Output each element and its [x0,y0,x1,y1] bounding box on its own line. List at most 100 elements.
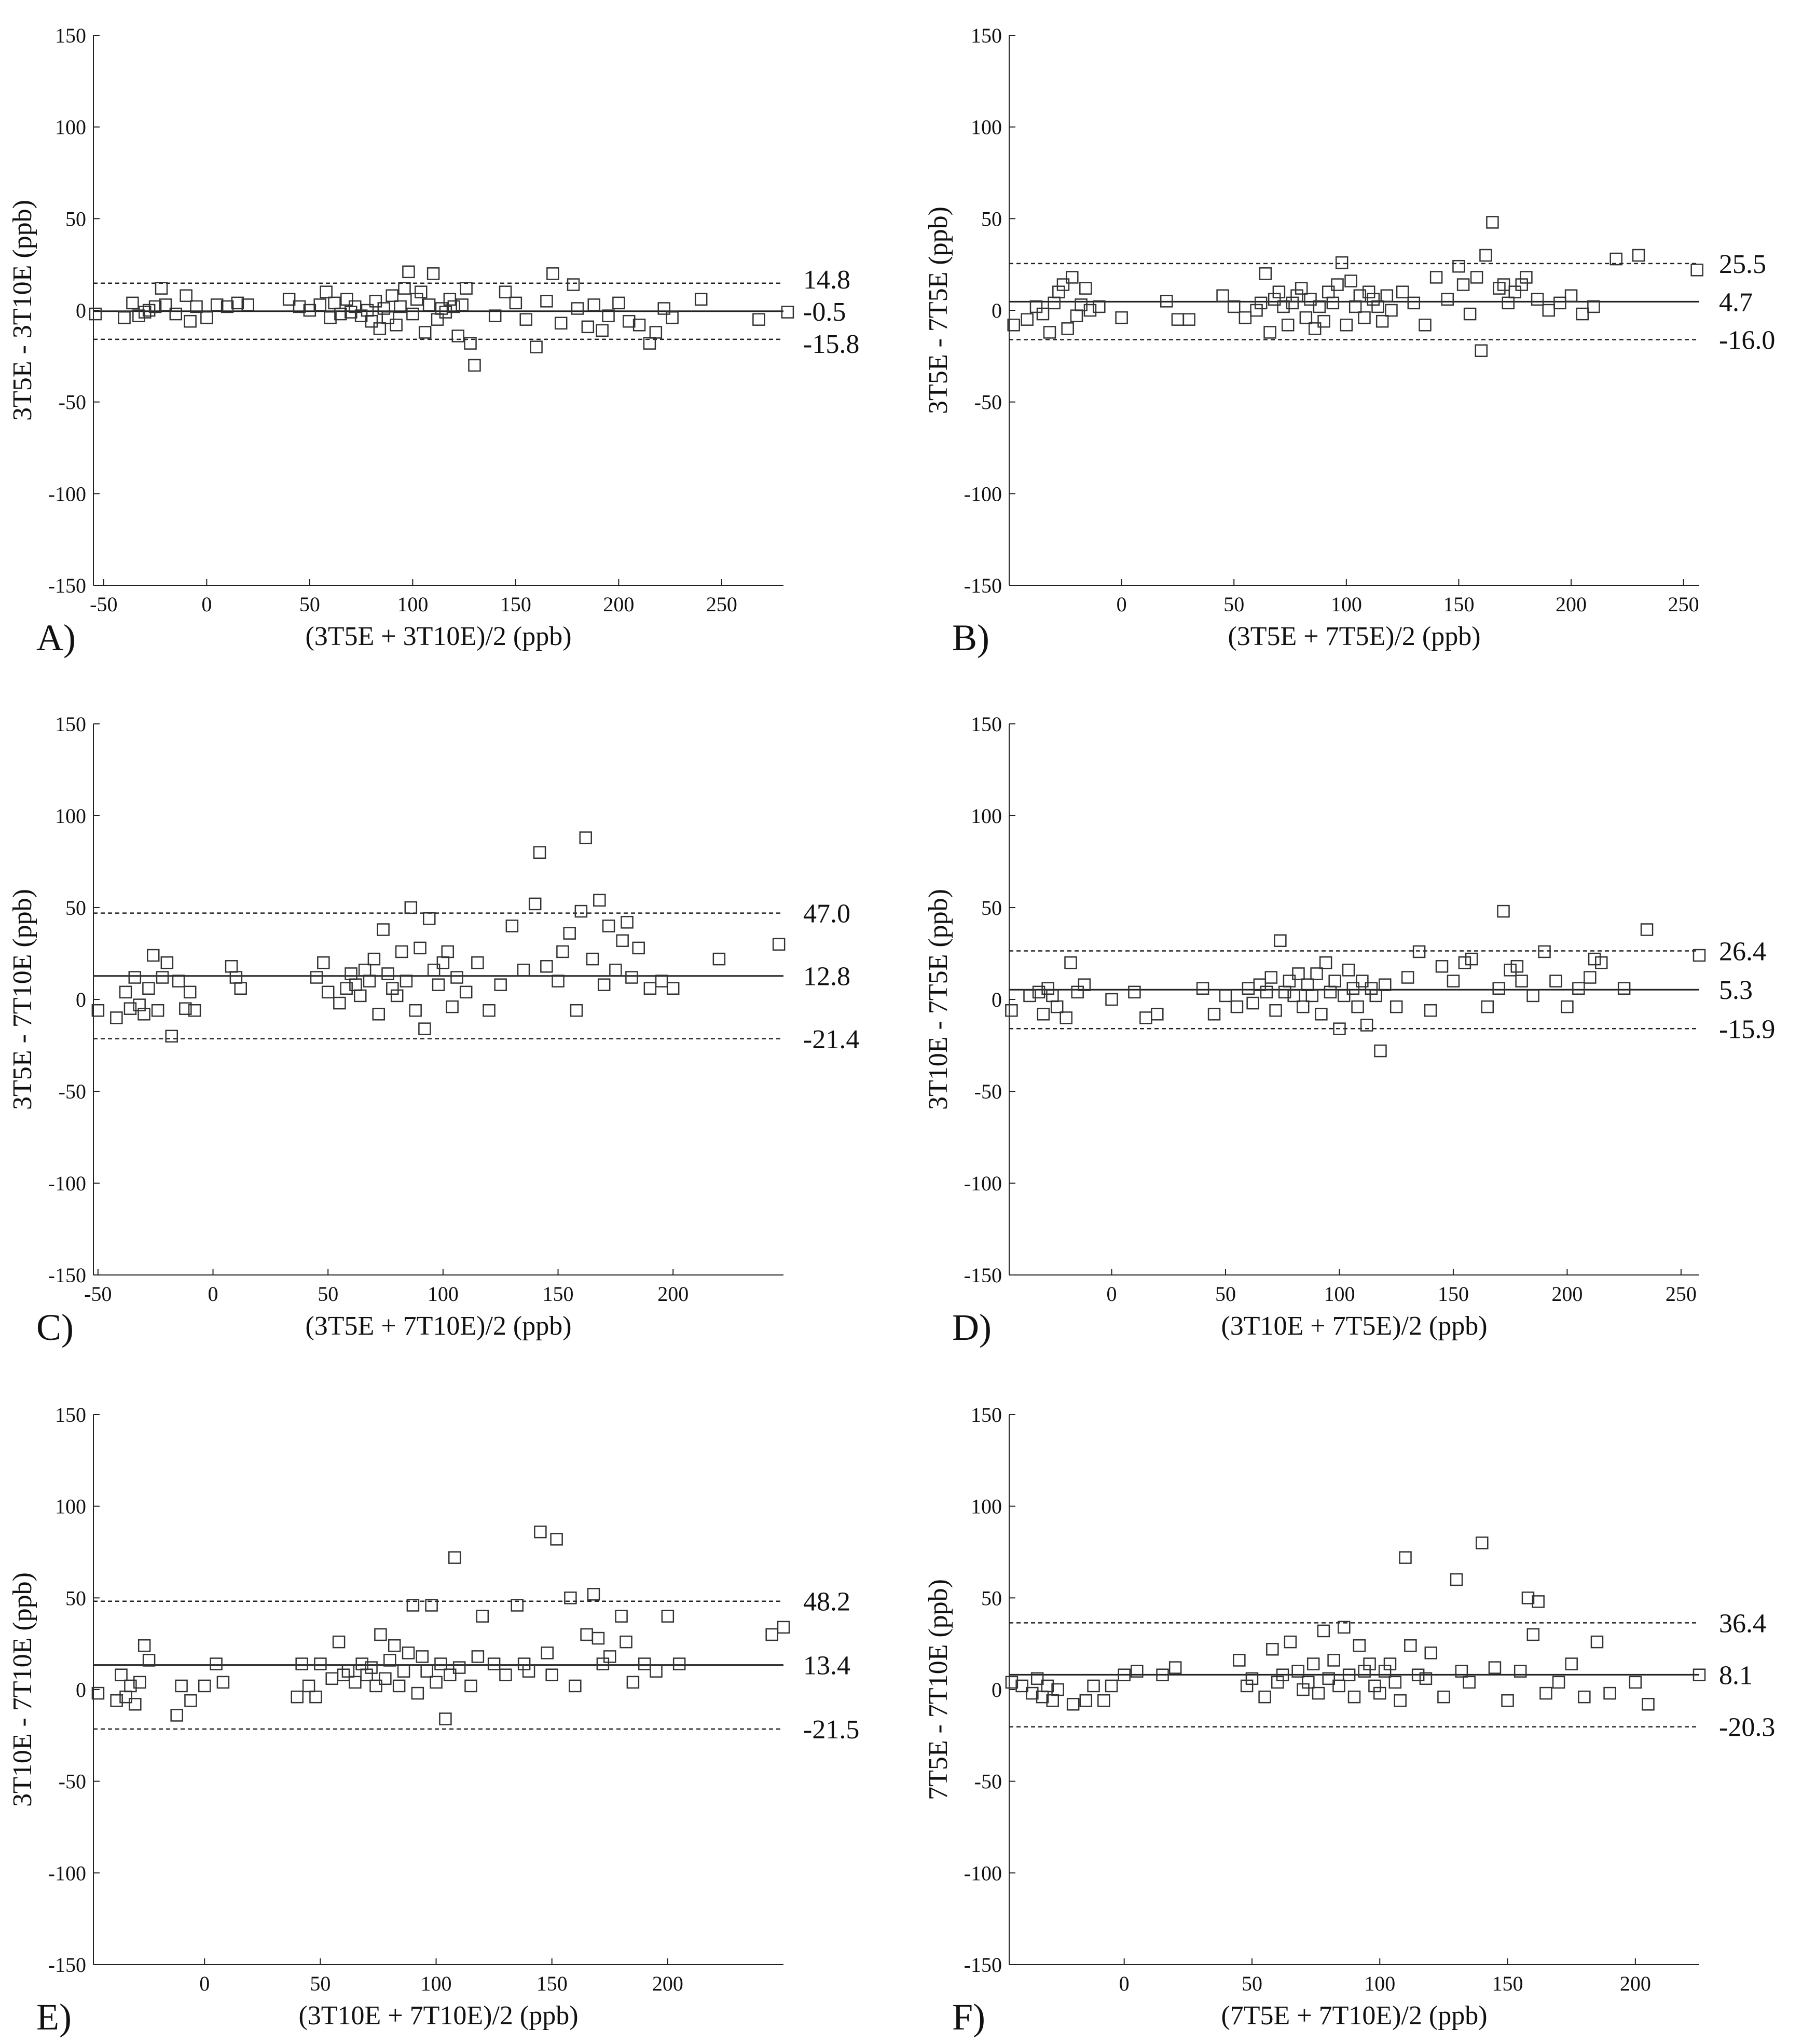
data-point [381,311,394,324]
data-point [210,1657,223,1670]
data-point [1437,1690,1450,1704]
data-point [1037,1008,1050,1021]
data-point [123,1002,137,1015]
data-point [1362,285,1375,298]
data-point [1315,1008,1328,1021]
data-point [1501,1694,1514,1707]
data-point [1227,300,1241,313]
data-point [1463,1676,1476,1689]
data-point [231,296,244,310]
data-point [1335,256,1349,269]
data-point [374,1628,387,1641]
data-point [1299,311,1313,324]
data-point [1023,989,1036,1003]
data-point [1284,1635,1297,1649]
x-tick-label: 100 [421,1972,452,1995]
data-point [124,1679,137,1693]
x-tick-label: 200 [1551,1282,1583,1306]
data-point [1036,307,1050,321]
data-point [379,1672,392,1685]
data-point [1168,1661,1182,1674]
data-point [1139,1011,1152,1024]
data-point [1465,952,1478,966]
data-point [1435,960,1449,973]
x-tick-label: 0 [201,593,212,616]
data-point [1050,1000,1064,1013]
data-point [765,1628,778,1641]
data-point [1374,1044,1387,1058]
y-axis-label: 3T10E - 7T5E (ppb) [924,889,953,1110]
x-tick-label: 150 [500,593,531,616]
x-tick-label: 150 [543,1282,574,1306]
data-point [365,1661,378,1674]
data-point [394,300,407,313]
y-tick-label: 150 [55,712,86,736]
data-point [377,302,391,315]
y-tick-label: 50 [981,207,1002,230]
x-tick-label: -50 [84,1282,112,1306]
data-point [200,311,213,324]
data-point [499,1668,512,1681]
data-point [626,1676,640,1689]
data-point [156,971,169,984]
data-point [1310,967,1323,980]
data-point [1351,1000,1364,1013]
x-tick-label: 0 [208,1282,218,1306]
y-tick-label: -100 [964,1861,1002,1885]
y-tick-label: 0 [992,988,1002,1011]
data-point [395,945,408,958]
y-tick-label: -50 [974,1080,1002,1103]
data-point [1463,307,1477,321]
data-point [363,975,376,987]
data-point [460,282,473,295]
data-point [416,1650,429,1663]
data-point [129,1698,142,1711]
panel-letter: F) [952,1996,985,2038]
data-point [450,971,463,984]
data-point [1419,1672,1433,1685]
data-point [386,289,398,302]
data-point [155,282,168,295]
data-point [1207,1008,1221,1021]
lower-loa-label: -20.3 [1719,1713,1775,1743]
data-point [1087,1679,1100,1693]
data-point [1056,278,1070,291]
data-point [1276,1668,1289,1681]
data-point [1590,1635,1604,1649]
data-point [1338,1621,1351,1634]
upper-loa-label: 14.8 [803,265,850,295]
data-point [1160,295,1173,308]
data-point [1389,1000,1403,1013]
data-point [1105,1679,1118,1693]
data-point [1079,1694,1093,1707]
data-point [1353,1639,1366,1652]
data-point [1078,978,1091,991]
data-point [1328,975,1341,987]
data-point [1497,278,1510,291]
data-point [1521,1592,1535,1604]
data-point [752,313,765,326]
data-point [147,949,160,962]
data-point [142,982,155,995]
x-tick-label: 100 [397,593,428,616]
x-axis-label: (3T5E + 7T5E)/2 (ppb) [1228,622,1480,651]
upper-loa-label: 26.4 [1719,937,1766,967]
data-point [593,894,606,907]
data-point [1326,296,1340,310]
data-point [657,302,670,315]
data-point [1029,300,1043,313]
data-point [418,326,432,339]
data-point [1379,978,1392,991]
data-point [550,1533,563,1546]
data-point [397,1665,410,1678]
data-point [1242,982,1255,995]
y-tick-label: 100 [971,1495,1002,1518]
data-point [556,945,569,958]
data-point [1287,989,1300,1003]
data-point [1250,304,1263,317]
data-point [400,975,413,987]
data-point [1317,314,1330,328]
data-point [369,1679,382,1693]
data-point [1254,296,1268,310]
data-point [332,1635,346,1649]
